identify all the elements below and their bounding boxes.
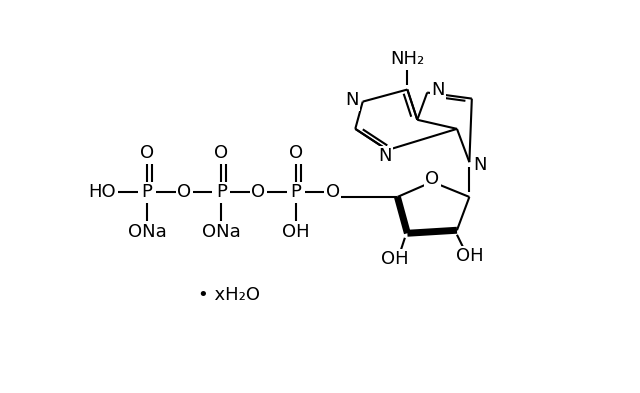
Text: HO: HO [88, 184, 116, 202]
Text: P: P [291, 184, 301, 202]
Text: O: O [214, 144, 228, 162]
Text: O: O [289, 144, 303, 162]
Text: O: O [140, 144, 154, 162]
Text: P: P [141, 184, 152, 202]
Text: • xH₂O: • xH₂O [198, 286, 260, 304]
Text: OH: OH [282, 223, 310, 241]
Text: N: N [378, 147, 392, 165]
Text: O: O [177, 184, 191, 202]
Text: NH₂: NH₂ [390, 50, 424, 68]
Text: O: O [252, 184, 266, 202]
Text: ONa: ONa [202, 223, 241, 241]
Text: N: N [474, 156, 487, 174]
Text: ONa: ONa [127, 223, 166, 241]
Text: N: N [431, 81, 445, 99]
Text: P: P [216, 184, 227, 202]
Text: O: O [425, 170, 439, 188]
Text: N: N [345, 91, 358, 109]
Text: OH: OH [381, 250, 409, 268]
Text: OH: OH [456, 247, 483, 265]
Text: O: O [326, 184, 340, 202]
